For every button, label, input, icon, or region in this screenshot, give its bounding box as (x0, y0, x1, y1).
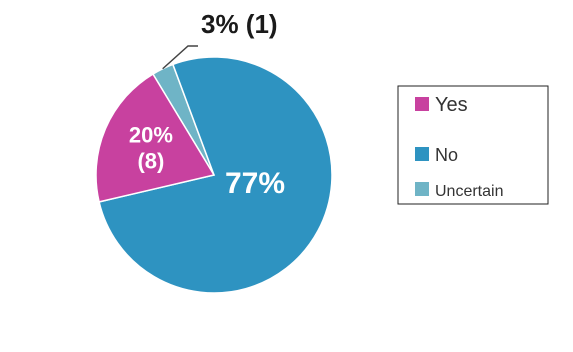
legend-label-yes: Yes (435, 94, 468, 116)
legend-item-yes: Yes (415, 94, 468, 116)
legend-label-no: No (435, 145, 458, 165)
pie-slice-yes (95, 73, 216, 203)
legend-swatch-no (415, 147, 429, 161)
slice-label-yes-count: (8) (137, 148, 164, 173)
legend: Yes No Uncertain (397, 85, 549, 205)
legend-swatch-uncertain (415, 182, 429, 196)
slice-label-uncertain: 3% (1) (201, 9, 278, 39)
slice-labels-layer: 3% (1) 20%(8) 77% (129, 9, 285, 200)
legend-label-uncertain: Uncertain (435, 183, 503, 200)
legend-swatch-yes (415, 97, 429, 111)
slice-label-no: 77% (225, 167, 285, 200)
leader-line-uncertain (162, 45, 198, 70)
legend-item-uncertain: Uncertain (415, 182, 503, 200)
slice-label-yes-percent: 20% (129, 122, 173, 147)
pie-slice-no (98, 56, 333, 294)
legend-item-no: No (415, 145, 458, 165)
slices-layer (95, 56, 333, 294)
